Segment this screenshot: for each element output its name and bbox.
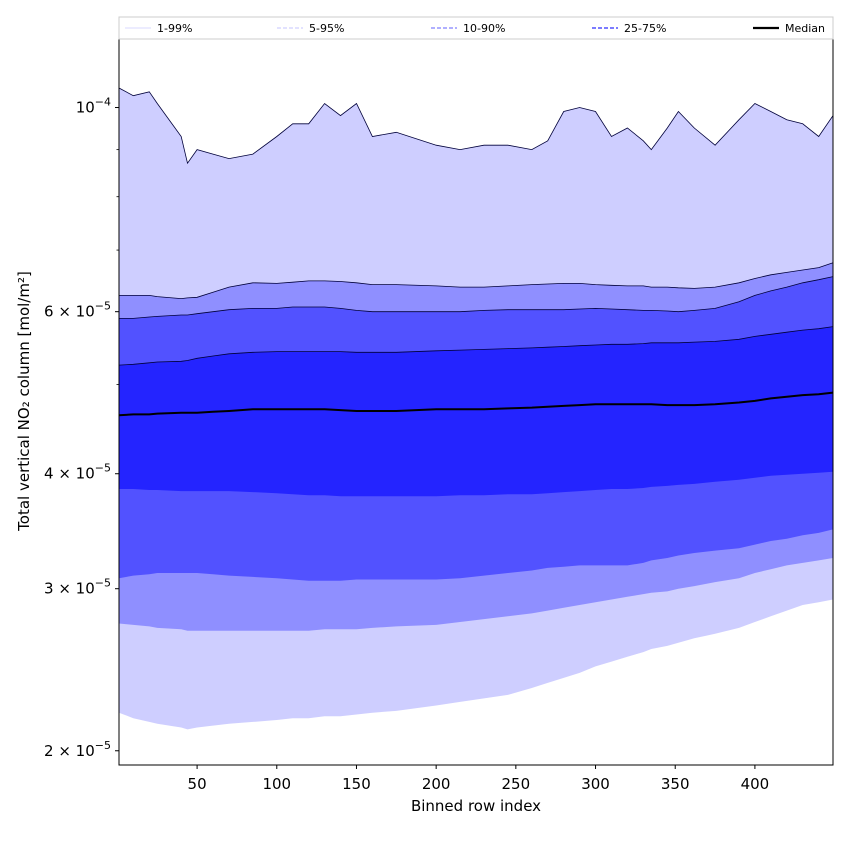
legend-label: 10-90%	[463, 22, 505, 35]
x-tick-label: 200	[422, 775, 451, 793]
y-axis-label: Total vertical NO₂ column [mol/m²]	[15, 271, 33, 532]
legend: 1-99% 5-95% 10-90% 25-75% Median	[118, 16, 834, 40]
x-tick-label: 50	[188, 775, 207, 793]
y-tick-label: 2 × 10−5	[44, 739, 111, 760]
band-25-75%	[119, 326, 833, 497]
legend-label: Median	[785, 22, 825, 35]
legend-label: 1-99%	[157, 22, 192, 35]
legend-box	[118, 16, 834, 40]
series-line-median	[118, 391, 834, 417]
y-tick-label: 6 × 10−5	[44, 300, 111, 321]
x-tick-label: 250	[502, 775, 531, 793]
x-tick-label: 100	[262, 775, 291, 793]
legend-label: 25-75%	[624, 22, 666, 35]
y-tick-label: 3 × 10−5	[44, 577, 111, 598]
y-tick-label: 10−4	[76, 96, 111, 117]
x-axis: 50 100 150 200 250 300 350 400	[188, 765, 770, 793]
band-upper-edge-25-75%	[118, 326, 834, 366]
y-tick-label: 4 × 10−5	[44, 462, 111, 483]
x-tick-label: 400	[741, 775, 770, 793]
y-axis: 2 × 10−5 3 × 10−5 4 × 10−5 6 × 10−5 10−4	[44, 96, 119, 760]
band-upper-edge-10-90%	[119, 276, 834, 319]
legend-label: 5-95%	[309, 22, 344, 35]
x-tick-label: 150	[342, 775, 371, 793]
x-tick-label: 300	[581, 775, 610, 793]
band-upper-edge-1-99%	[118, 87, 834, 165]
x-tick-label: 350	[661, 775, 690, 793]
band-upper-edge-5-95%	[119, 262, 834, 300]
x-axis-label: Binned row index	[411, 797, 541, 815]
lines-layer	[118, 87, 834, 417]
